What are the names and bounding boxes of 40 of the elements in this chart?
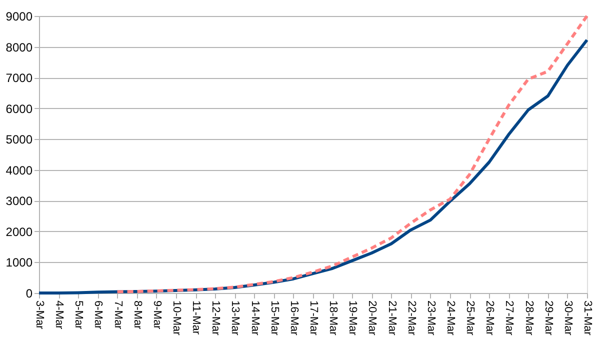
x-tick-label: 8-Mar xyxy=(131,300,144,330)
x-tick-label: 26-Mar xyxy=(484,300,496,336)
x-tick-label: 24-Mar xyxy=(444,300,456,336)
x-tick-label: 20-Mar xyxy=(366,300,378,336)
y-tick-label: 3000 xyxy=(6,194,33,208)
y-tick-label: 0 xyxy=(26,286,33,300)
y-tick-label: 6000 xyxy=(6,102,33,116)
y-tick-label: 4000 xyxy=(6,163,33,178)
x-tick-label: 6-Mar xyxy=(92,300,104,330)
x-tick-label: 17-Mar xyxy=(308,300,320,336)
line-series xyxy=(116,14,588,294)
x-tick-label: 15-Mar xyxy=(268,300,280,336)
x-tick-label: 3-Mar xyxy=(34,300,46,330)
x-tick-label: 4-Mar xyxy=(53,300,66,330)
x-tick-label: 7-Mar xyxy=(112,300,124,330)
x-tick-label: 12-Mar xyxy=(210,300,222,336)
x-tick-label: 18-Mar xyxy=(327,300,340,336)
y-tick-label: 8000 xyxy=(6,40,33,54)
x-tick-label: 21-Mar xyxy=(386,300,398,336)
y-tick-label: 2000 xyxy=(6,224,33,239)
x-tick-label: 29-Mar xyxy=(542,300,554,336)
x-tick-label: 22-Mar xyxy=(405,300,418,336)
y-tick-label: 1000 xyxy=(6,256,33,270)
x-tick-label: 9-Mar xyxy=(150,300,163,330)
x-tick-label: 25-Mar xyxy=(464,300,476,336)
x-tick-label: 14-Mar xyxy=(248,300,261,336)
x-tick-label: 31-Mar xyxy=(582,300,594,336)
x-tick-label: 16-Mar xyxy=(288,300,300,336)
x-tick-label: 23-Mar xyxy=(424,300,437,336)
y-tick-label: 9000 xyxy=(6,10,33,24)
x-tick-label: 27-Mar xyxy=(503,300,516,336)
x-tick-label: 10-Mar xyxy=(170,300,182,336)
x-tick-label: 13-Mar xyxy=(229,300,242,336)
x-tick-label: 30-Mar xyxy=(562,300,574,336)
x-tick-label: 19-Mar xyxy=(346,300,359,336)
x-tick-label: 5-Mar xyxy=(72,300,85,330)
y-tick-label: 7000 xyxy=(6,71,33,86)
y-tick-label: 5000 xyxy=(6,132,33,147)
x-tick-label: 11-Mar xyxy=(190,300,202,335)
x-tick-label: 28-Mar xyxy=(522,300,535,336)
